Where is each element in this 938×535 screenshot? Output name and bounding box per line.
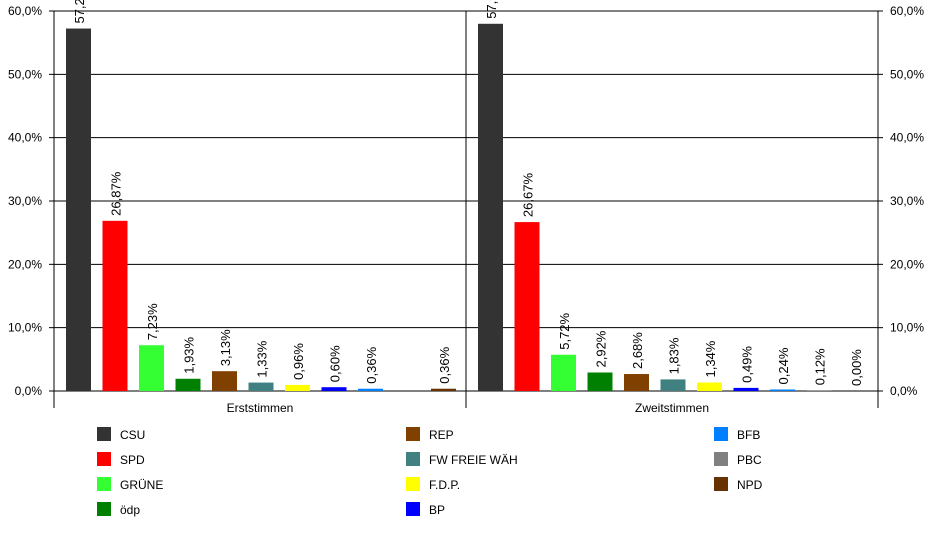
data-label: 7,23%: [145, 303, 160, 340]
legend-swatch: [406, 427, 420, 441]
bar-bfb: [358, 388, 383, 391]
data-label: 2,92%: [594, 330, 609, 367]
category-label: Erststimmen: [227, 401, 294, 415]
legend-swatch: [406, 452, 420, 466]
legend-swatch: [714, 477, 728, 491]
legend-label: SPD: [120, 453, 145, 467]
legend-swatch: [97, 502, 111, 516]
bar-fw-freie-wäh: [248, 382, 274, 391]
bar-pbc: [806, 390, 832, 391]
bar-bp: [321, 387, 347, 391]
data-label: 26,67%: [521, 173, 536, 218]
bar-bp: [733, 387, 759, 391]
legend-label: GRÜNE: [120, 478, 163, 492]
bar-fw-freie-wäh: [660, 379, 686, 391]
data-label: 5,72%: [557, 312, 572, 349]
legend-swatch: [97, 427, 111, 441]
legend-swatch: [406, 477, 420, 491]
y-tick-label-right: 40,0%: [890, 131, 924, 145]
bar-ödp: [175, 378, 201, 391]
legend-swatch: [97, 452, 111, 466]
legend-label: FW FREIE WÄH: [429, 453, 518, 467]
data-label: 0,96%: [291, 343, 306, 380]
bar-grüne: [551, 354, 576, 391]
category-label: Zweitstimmen: [635, 401, 709, 415]
y-tick-label-left: 50,0%: [8, 67, 42, 81]
y-tick-label-right: 60,0%: [890, 4, 924, 18]
y-tick-label-right: 20,0%: [890, 257, 924, 271]
legend-label: PBC: [737, 453, 762, 467]
bar-spd: [514, 222, 540, 391]
data-label: 0,12%: [813, 348, 828, 385]
bar-ödp: [587, 372, 613, 391]
data-label: 0,24%: [776, 347, 791, 384]
y-tick-label-left: 30,0%: [8, 194, 42, 208]
y-tick-label-right: 30,0%: [890, 194, 924, 208]
data-label: 1,34%: [703, 340, 718, 377]
data-label: 1,93%: [182, 336, 197, 373]
data-label: 0,60%: [328, 345, 343, 382]
data-label: 26,87%: [109, 171, 124, 216]
bar-grüne: [139, 345, 164, 391]
legend-swatch: [97, 477, 111, 491]
data-label: 0,36%: [364, 346, 379, 383]
data-label: 1,83%: [667, 337, 682, 374]
legend-label: CSU: [120, 428, 145, 442]
legend-label: BFB: [737, 428, 760, 442]
y-tick-label-left: 0,0%: [15, 384, 43, 398]
legend-label: BP: [429, 503, 445, 517]
y-tick-label-right: 10,0%: [890, 321, 924, 335]
bar-f-d-p-: [697, 382, 722, 391]
data-label: 0,00%: [849, 349, 864, 386]
y-tick-label-right: 0,0%: [890, 384, 918, 398]
bar-f-d-p-: [285, 384, 310, 391]
data-label: 3,13%: [218, 329, 233, 366]
legend-swatch: [406, 502, 420, 516]
bar-npd: [431, 388, 456, 391]
bar-spd: [102, 220, 128, 391]
data-label: 1,33%: [255, 340, 270, 377]
y-tick-label-left: 10,0%: [8, 321, 42, 335]
bar-rep: [212, 371, 237, 391]
legend-label: ödp: [120, 503, 140, 517]
legend-label: NPD: [737, 478, 763, 492]
y-tick-label-left: 20,0%: [8, 257, 42, 271]
bar-csu: [478, 23, 503, 391]
data-label: 57,98%: [484, 0, 499, 19]
data-label: 0,36%: [437, 346, 452, 383]
data-label: 0,49%: [740, 346, 755, 383]
data-label: 2,68%: [630, 332, 645, 369]
bar-rep: [624, 374, 649, 391]
legend-label: REP: [429, 428, 454, 442]
y-tick-label-left: 60,0%: [8, 4, 42, 18]
bar-bfb: [770, 389, 795, 391]
bar-csu: [66, 28, 91, 391]
legend-label: F.D.P.: [429, 478, 460, 492]
y-tick-label-left: 40,0%: [8, 131, 42, 145]
legend-swatch: [714, 452, 728, 466]
legend-swatch: [714, 427, 728, 441]
y-tick-label-right: 50,0%: [890, 67, 924, 81]
data-label: 57,23%: [72, 0, 87, 24]
